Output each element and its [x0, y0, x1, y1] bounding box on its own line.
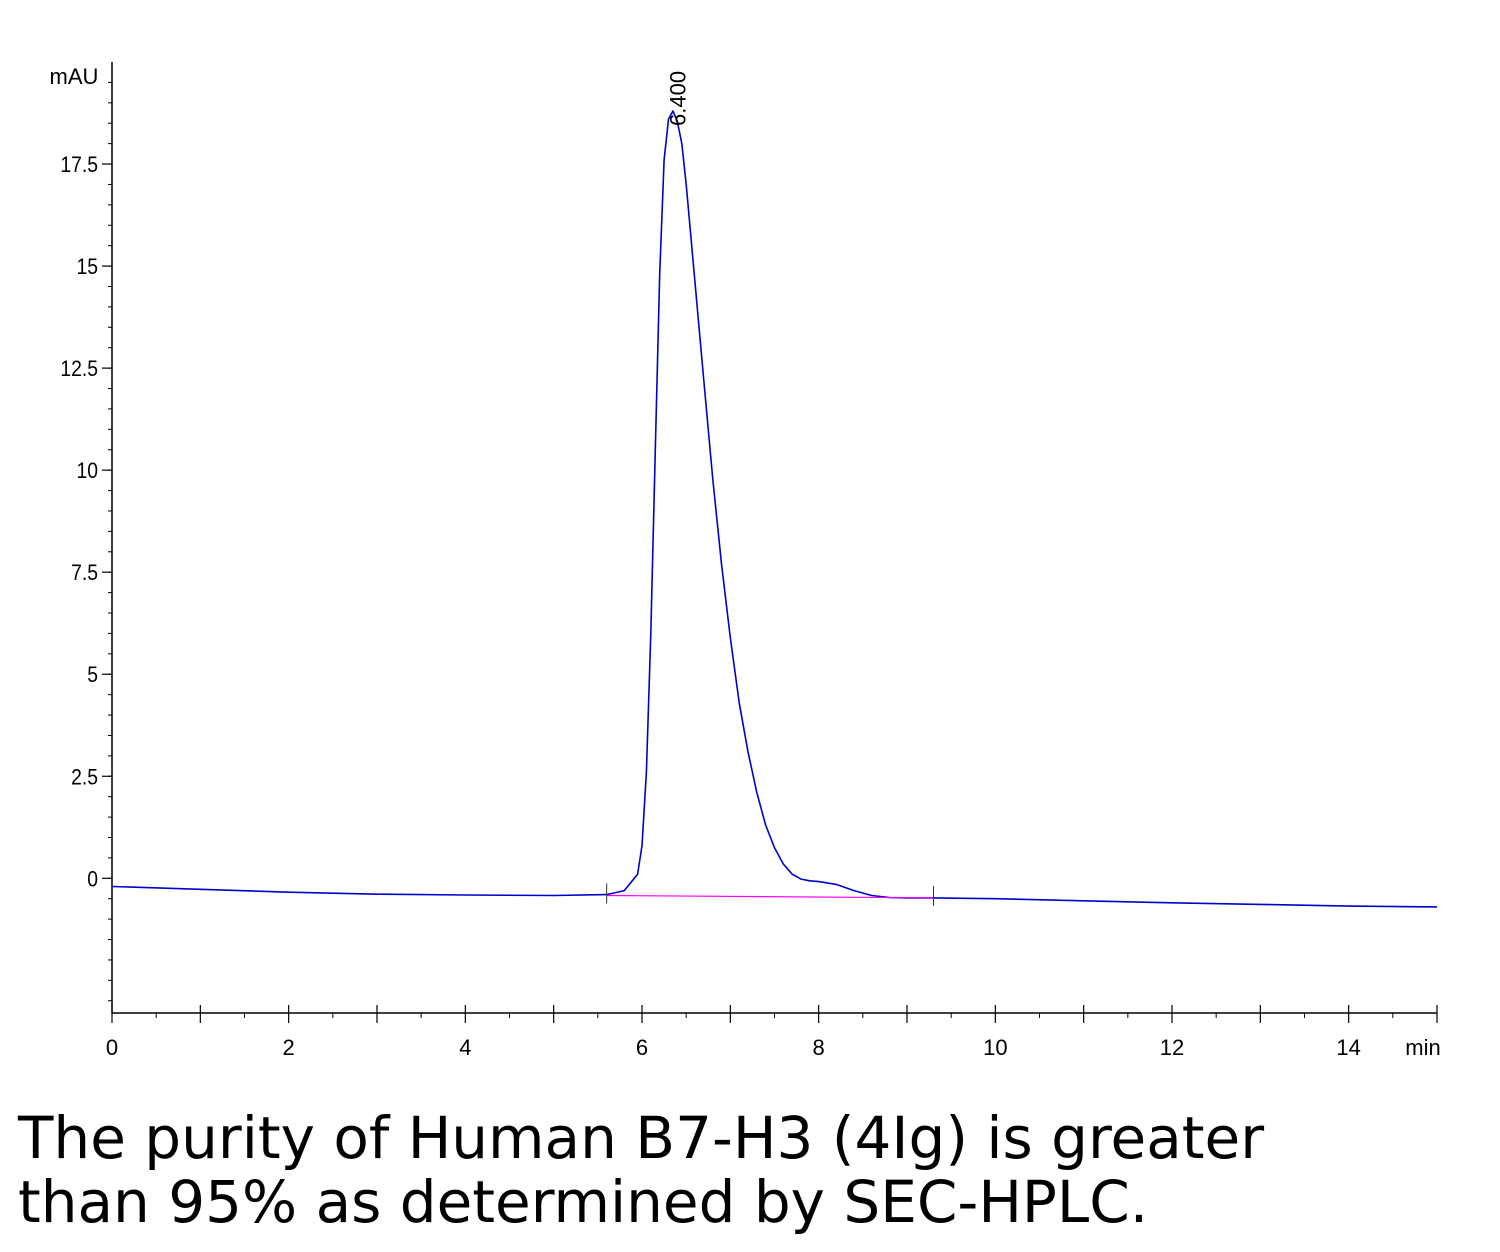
signal-trace — [111, 110, 1438, 908]
x-tick-label: 6 — [636, 1035, 648, 1060]
y-tick-label: 0 — [87, 867, 98, 891]
chromatogram-chart: 0 2.5 5 7.5 10 12.5 15 17.5 0 2 4 6 8 10 12 14 mAU min 6.4… — [50, 62, 1441, 1060]
x-tick-label: 14 — [1336, 1035, 1360, 1060]
x-tick-label: 12 — [1160, 1035, 1184, 1060]
x-tick-label: 10 — [983, 1035, 1007, 1060]
x-tick-label: 0 — [106, 1035, 118, 1060]
x-axis-label: min — [1405, 1035, 1440, 1060]
y-tick-label: 15 — [76, 255, 98, 279]
x-tick-label: 4 — [459, 1035, 471, 1060]
baseline-trace — [606, 894, 934, 899]
chart-axes — [111, 62, 1437, 1014]
x-tick-label: 8 — [813, 1035, 825, 1060]
y-tick-label: 5 — [87, 663, 98, 687]
chart-series — [111, 110, 1438, 908]
y-tick-label: 2.5 — [71, 765, 98, 789]
caption: The purity of Human B7-H3 (4Ig) is great… — [18, 1106, 1478, 1234]
peak-label: 6.400 — [665, 71, 690, 126]
chart-ticks — [102, 81, 1438, 1023]
y-tick-label: 7.5 — [71, 561, 98, 585]
y-axis-label: mAU — [50, 64, 99, 89]
y-tick-label: 17.5 — [60, 153, 98, 177]
chart-labels: 0 2.5 5 7.5 10 12.5 15 17.5 0 2 4 6 8 10 12 14 mAU min 6.4… — [50, 64, 1441, 1060]
x-tick-label: 2 — [283, 1035, 295, 1060]
y-tick-label: 10 — [76, 459, 98, 483]
caption-line-1: The purity of Human B7-H3 (4Ig) is great… — [18, 1104, 1265, 1172]
caption-line-2: than 95% as determined by SEC-HPLC. — [18, 1168, 1149, 1236]
y-tick-label: 12.5 — [60, 357, 98, 381]
